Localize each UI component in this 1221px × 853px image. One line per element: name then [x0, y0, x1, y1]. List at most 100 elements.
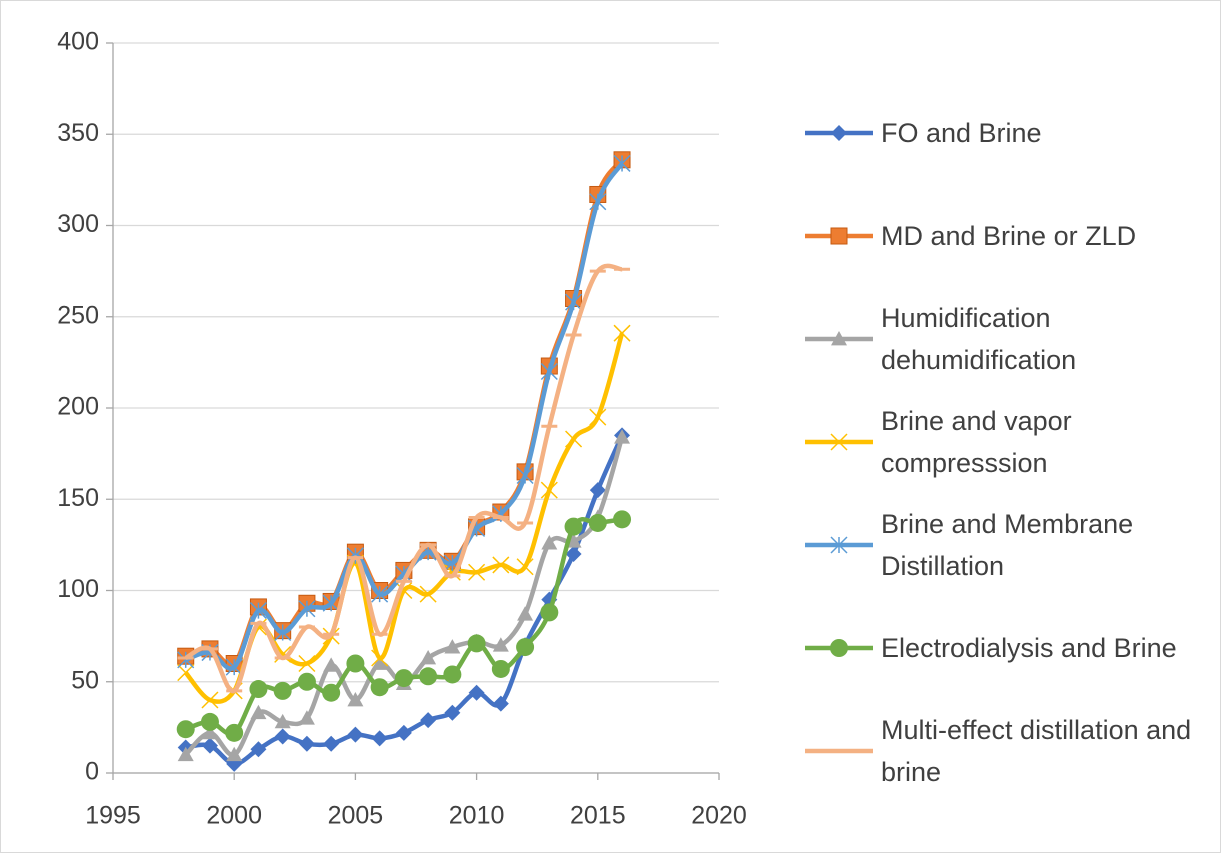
- marker: [394, 669, 413, 688]
- marker: [419, 585, 437, 603]
- marker: [298, 600, 316, 618]
- plot-area: 0 50 100 150 200 250 300 350 400 1995 2000 2005 2010…: [57, 28, 747, 830]
- marker: [274, 728, 291, 745]
- marker: [830, 535, 848, 554]
- marker: [565, 546, 582, 562]
- marker: [830, 227, 848, 244]
- legend-entry: Electrodialysis and Brine: [801, 596, 1211, 699]
- legend-label: FO and Brine: [881, 117, 1042, 148]
- y-tick-label: 100: [57, 575, 99, 603]
- marker: [323, 657, 340, 672]
- legend-swatch: [805, 535, 873, 554]
- marker: [347, 726, 364, 743]
- marker: [565, 293, 583, 311]
- marker: [250, 704, 267, 720]
- legend-swatch: [805, 227, 873, 244]
- x-tick-label: 2020: [691, 802, 747, 830]
- marker: [444, 639, 461, 654]
- marker: [540, 362, 558, 381]
- y-tick-label: 300: [57, 210, 99, 238]
- marker: [249, 602, 267, 620]
- marker: [297, 672, 316, 691]
- marker: [468, 684, 485, 701]
- marker: [201, 691, 219, 709]
- x-tick-label: 2000: [206, 802, 262, 830]
- marker: [541, 535, 558, 550]
- marker: [492, 556, 510, 574]
- y-tick-label: 250: [57, 301, 99, 329]
- marker: [565, 430, 583, 448]
- marker: [298, 654, 316, 673]
- legend-swatch: [805, 330, 873, 345]
- legend-label: Humidification dehumidification: [881, 302, 1077, 375]
- legend-label: Brine and Membrane Distillation: [881, 508, 1134, 581]
- x-tick-label: 2005: [328, 802, 384, 830]
- marker: [540, 603, 559, 622]
- marker: [564, 517, 583, 536]
- marker: [323, 735, 340, 752]
- marker: [298, 710, 315, 725]
- legend-label: Electrodialysis and Brine: [881, 632, 1177, 663]
- x-tick-label: 2015: [570, 802, 626, 830]
- legend-entry: Multi-effect distillation and brine: [801, 699, 1211, 802]
- marker: [830, 432, 848, 451]
- legend-entry: Brine and vapor compresssion: [801, 390, 1211, 493]
- marker: [444, 704, 461, 721]
- marker: [250, 741, 267, 758]
- marker: [226, 746, 243, 762]
- x-tick-label: 2010: [449, 802, 505, 830]
- marker: [298, 735, 315, 752]
- marker: [274, 713, 291, 729]
- marker: [830, 638, 848, 657]
- y-tick-label: 150: [57, 484, 99, 512]
- marker: [249, 680, 268, 699]
- marker: [467, 634, 486, 653]
- marker: [491, 659, 510, 678]
- marker: [273, 681, 292, 700]
- marker: [225, 658, 243, 676]
- marker: [589, 408, 607, 426]
- marker: [492, 637, 509, 652]
- marker: [614, 429, 631, 444]
- marker: [831, 124, 847, 141]
- y-tick-label: 350: [57, 119, 99, 147]
- marker: [322, 683, 341, 702]
- y-tick-label: 0: [85, 758, 99, 786]
- marker: [177, 664, 195, 682]
- marker: [420, 650, 437, 665]
- y-tick-label: 50: [71, 666, 99, 694]
- marker: [492, 695, 509, 712]
- marker: [274, 623, 292, 642]
- marker: [395, 724, 412, 741]
- marker: [347, 692, 364, 707]
- marker: [371, 655, 388, 670]
- y-tick-label: 200: [57, 393, 99, 421]
- legend-label: MD and Brine or ZLD: [881, 220, 1137, 251]
- marker: [176, 720, 195, 739]
- marker: [516, 466, 534, 485]
- legend-swatch: [805, 124, 873, 141]
- marker: [831, 330, 847, 345]
- y-tick-label: 400: [57, 28, 99, 56]
- legend-entry: Brine and Membrane Distillation: [801, 493, 1211, 596]
- marker: [588, 513, 607, 532]
- legend-swatch: [805, 748, 873, 753]
- marker: [200, 712, 219, 731]
- marker: [370, 678, 389, 697]
- marker: [589, 482, 606, 499]
- legend: FO and Brine MD and Brine or ZLD Humidific…: [801, 81, 1211, 802]
- marker: [516, 638, 535, 657]
- legend-label: Multi-effect distillation and brine: [881, 714, 1192, 787]
- marker: [177, 746, 194, 762]
- x-tick-label: 1995: [85, 802, 141, 830]
- marker: [420, 712, 437, 729]
- marker: [443, 665, 462, 684]
- legend-label: Brine and vapor compresssion: [881, 405, 1072, 478]
- legend-entry: Humidification dehumidification: [801, 287, 1211, 390]
- marker: [201, 737, 218, 754]
- marker: [468, 563, 486, 581]
- legend-entry: FO and Brine: [801, 81, 1211, 184]
- marker: [516, 558, 534, 576]
- marker: [419, 667, 438, 686]
